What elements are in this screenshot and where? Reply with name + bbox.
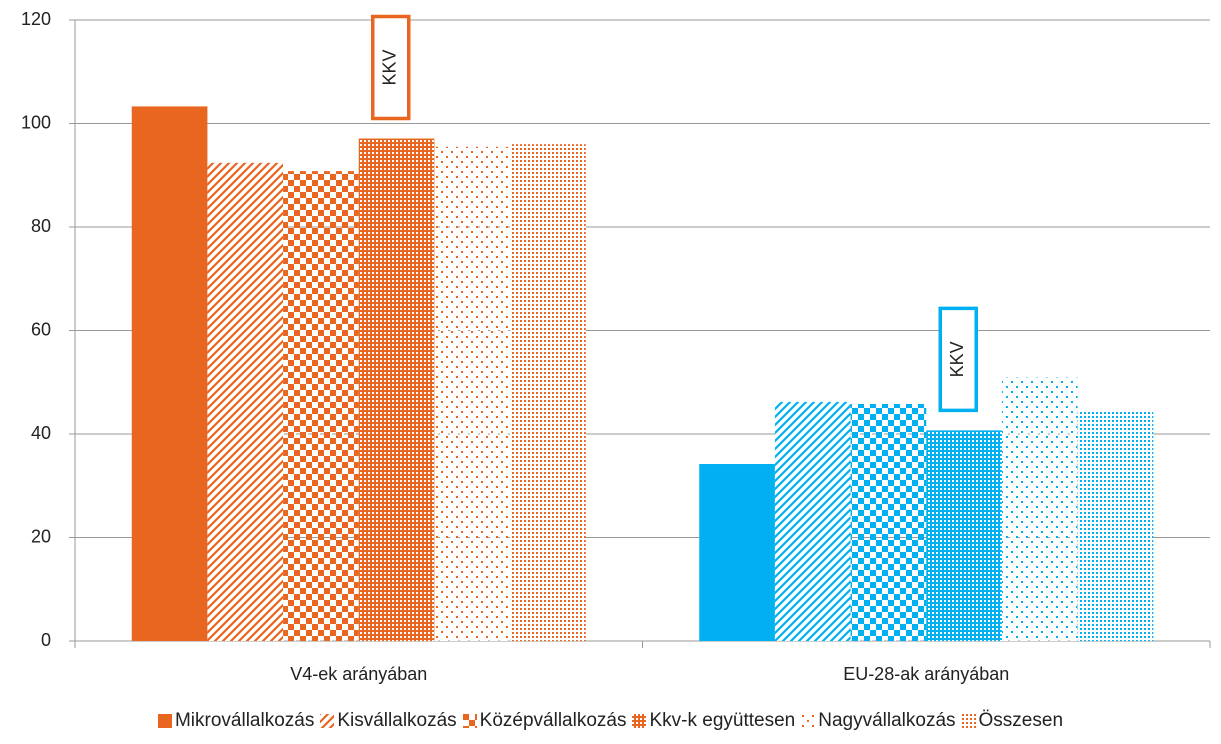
y-tick-label: 60 — [31, 319, 51, 339]
legend: Mikrovállalkozás Kisvállalkozás Középválla… — [0, 710, 1221, 732]
bar — [1001, 377, 1078, 641]
bar — [358, 138, 435, 641]
bar — [207, 162, 284, 641]
legend-swatch — [801, 714, 816, 728]
legend-item: Mikrovállalkozás — [157, 710, 315, 732]
bar — [699, 464, 775, 641]
y-tick-label: 80 — [31, 216, 51, 236]
bar — [1077, 410, 1154, 641]
bar — [774, 401, 851, 641]
x-tick-label: V4-ek arányában — [290, 664, 427, 684]
y-tick-label: 0 — [41, 630, 51, 650]
x-tick-label: EU-28-ak arányában — [843, 664, 1009, 684]
legend-item: Középvállalkozás — [462, 710, 627, 732]
legend-label: Mikrovállalkozás — [174, 710, 315, 731]
legend-swatch — [462, 714, 477, 728]
chart: 0 20 40 60 80 100 120 V4-ek arányában KKV EU-28-a… — [21, 9, 1211, 684]
annotation: KKV — [947, 341, 967, 377]
legend-label: Összesen — [978, 710, 1064, 731]
legend-item: Kkv-k együttesen — [632, 710, 795, 732]
legend-item: Nagyvállalkozás — [801, 710, 956, 732]
legend-swatch — [320, 714, 335, 728]
bar — [510, 144, 586, 641]
legend-swatch-fill — [961, 714, 976, 728]
legend-swatch-fill — [462, 714, 477, 728]
bar — [131, 106, 208, 642]
legend-item: Összesen — [961, 710, 1064, 732]
legend-item: Kisvállalkozás — [320, 710, 457, 732]
annotation-box — [938, 306, 978, 413]
bar — [850, 403, 927, 641]
legend-swatch-fill — [157, 714, 172, 728]
legend-swatch-fill — [801, 714, 816, 728]
legend-swatch — [632, 714, 647, 728]
annotation: KKV — [380, 49, 400, 85]
legend-label: Kkv-k együttesen — [649, 710, 796, 731]
bar — [434, 146, 511, 641]
bar — [926, 430, 1002, 641]
legend-swatch — [961, 714, 976, 728]
legend-label: Kisvállalkozás — [337, 710, 457, 731]
legend-label: Nagyvállalkozás — [818, 710, 956, 731]
legend-swatch-fill — [632, 714, 647, 728]
y-tick-label: 100 — [21, 112, 51, 132]
legend-swatch — [157, 714, 172, 728]
legend-swatch-fill — [320, 714, 335, 728]
y-tick-label: 120 — [21, 9, 51, 29]
legend-label: Középvállalkozás — [479, 710, 627, 731]
y-tick-label: 40 — [31, 423, 51, 443]
y-tick-label: 20 — [31, 526, 51, 546]
bar — [283, 171, 359, 642]
annotation-box — [371, 14, 411, 121]
